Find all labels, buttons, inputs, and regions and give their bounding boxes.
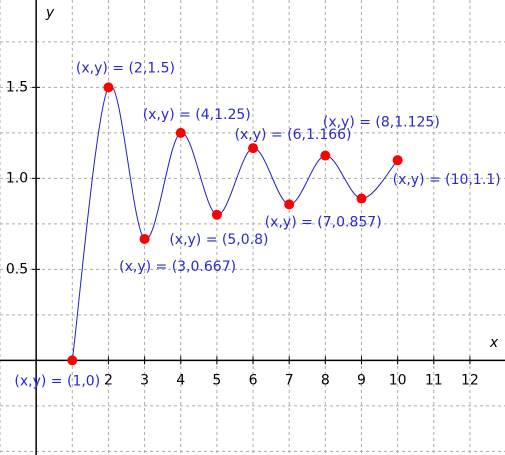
point [248, 143, 259, 154]
x-axis-label: x [489, 335, 499, 351]
y-axis-label: y [45, 5, 55, 21]
y-tick-label: 1.5 [6, 79, 28, 95]
x-tick-label: 11 [425, 372, 443, 388]
point-label: (x,y) = (8,1.125) [323, 115, 440, 131]
point-label: (x,y) = (3,0.667) [119, 259, 236, 275]
x-tick-label: 12 [461, 372, 479, 388]
point-label: (x,y) = (7,0.857) [265, 214, 382, 230]
x-tick-label: 7 [285, 372, 294, 388]
point [211, 209, 222, 220]
y-tick-label: 1.0 [6, 170, 28, 186]
x-tick-label: 2 [104, 372, 113, 388]
point [103, 82, 114, 93]
x-tick-label: 8 [321, 372, 330, 388]
x-tick-label: 6 [249, 372, 258, 388]
point-label: (x,y) = (2,1.5) [76, 60, 175, 76]
point [284, 199, 295, 210]
y-tick-label: 0.5 [6, 261, 28, 277]
point [392, 155, 403, 166]
point [356, 193, 367, 204]
x-tick-label: 5 [212, 372, 221, 388]
point [320, 150, 331, 161]
x-tick-label: 3 [140, 372, 149, 388]
point-label: (x,y) = (5,0.8) [169, 232, 268, 248]
x-tick-label: 9 [357, 372, 366, 388]
point [175, 127, 186, 138]
point-label: (x,y) = (10,1.1) [393, 172, 501, 188]
point [139, 233, 150, 244]
point-label: (x,y) = (6,1.166) [235, 127, 352, 143]
point-label: (x,y) = (1,0) [14, 373, 100, 389]
point [67, 355, 78, 366]
x-tick-label: 4 [176, 372, 185, 388]
point-label: (x,y) = (4,1.25) [143, 107, 251, 123]
x-tick-label: 10 [389, 372, 407, 388]
